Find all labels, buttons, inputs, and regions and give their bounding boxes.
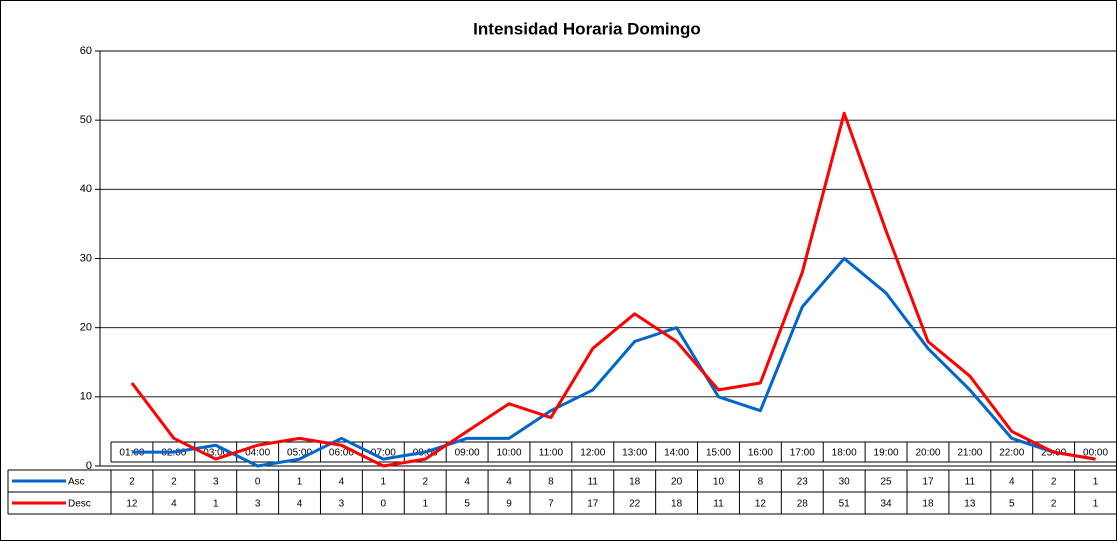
table-value: 18: [629, 477, 641, 488]
table-value: 4: [297, 499, 303, 510]
x-tick-label: 17:00: [790, 448, 815, 459]
table-value: 1: [1093, 499, 1099, 510]
x-tick-label: 04:00: [245, 448, 270, 459]
table-value: 18: [671, 499, 683, 510]
table-value: 12: [755, 499, 767, 510]
table-value: 1: [381, 477, 387, 488]
legend-label: Desc: [68, 499, 91, 510]
table-value: 20: [671, 477, 683, 488]
x-tick-label: 05:00: [287, 448, 312, 459]
y-tick-label: 0: [86, 460, 92, 472]
x-tick-label: 18:00: [832, 448, 857, 459]
y-tick-label: 50: [80, 114, 92, 126]
x-tick-label: 22:00: [999, 448, 1024, 459]
table-value: 1: [1093, 477, 1099, 488]
x-tick-label: 12:00: [580, 448, 605, 459]
table-value: 30: [839, 477, 851, 488]
table-value: 0: [255, 477, 261, 488]
table-value: 9: [506, 499, 512, 510]
x-tick-label: 00:00: [1083, 448, 1108, 459]
y-tick-label: 30: [80, 252, 92, 264]
table-value: 4: [464, 477, 470, 488]
table-value: 4: [339, 477, 345, 488]
table-value: 11: [965, 477, 976, 488]
table-value: 28: [797, 499, 809, 510]
x-tick-label: 21:00: [957, 448, 982, 459]
table-value: 17: [587, 499, 599, 510]
x-tick-label: 13:00: [622, 448, 647, 459]
table-value: 2: [1051, 477, 1057, 488]
table-value: 7: [548, 499, 554, 510]
table-value: 3: [213, 477, 219, 488]
table-value: 1: [213, 499, 219, 510]
chart-title: Intensidad Horaria Domingo: [473, 19, 701, 38]
table-value: 4: [506, 477, 512, 488]
table-value: 18: [922, 499, 934, 510]
table-value: 22: [629, 499, 641, 510]
table-value: 5: [1009, 499, 1015, 510]
x-tick-label: 11:00: [539, 448, 564, 459]
table-value: 13: [964, 499, 976, 510]
table-value: 5: [464, 499, 470, 510]
x-tick-label: 07:00: [371, 448, 396, 459]
x-tick-label: 15:00: [706, 448, 731, 459]
table-value: 8: [758, 477, 764, 488]
x-tick-label: 03:00: [203, 448, 228, 459]
x-tick-label: 19:00: [874, 448, 899, 459]
table-value: 1: [422, 499, 428, 510]
table-value: 34: [881, 499, 893, 510]
table-value: 11: [588, 477, 599, 488]
y-tick-label: 10: [80, 391, 92, 403]
table-value: 0: [381, 499, 387, 510]
y-tick-label: 40: [80, 183, 92, 195]
table-value: 1: [297, 477, 303, 488]
table-value: 10: [713, 477, 725, 488]
table-value: 2: [129, 477, 135, 488]
table-value: 3: [255, 499, 261, 510]
x-tick-label: 06:00: [329, 448, 354, 459]
series-line: [130, 111, 1096, 468]
table-value: 2: [1051, 499, 1057, 510]
x-tick-label: 14:00: [664, 448, 689, 459]
y-tick-label: 20: [80, 322, 92, 334]
table-value: 2: [171, 477, 177, 488]
table-value: 23: [797, 477, 809, 488]
y-tick-label: 60: [80, 45, 92, 57]
legend-label: Asc: [68, 477, 85, 488]
x-tick-label: 20:00: [915, 448, 940, 459]
table-value: 8: [548, 477, 554, 488]
series-line: [131, 257, 1096, 468]
table-value: 3: [339, 499, 345, 510]
table-value: 17: [922, 477, 934, 488]
x-tick-label: 10:00: [496, 448, 521, 459]
x-tick-label: 16:00: [748, 448, 773, 459]
x-tick-label: 09:00: [455, 448, 480, 459]
table-value: 12: [126, 499, 138, 510]
table-value: 11: [713, 499, 724, 510]
table-value: 51: [839, 499, 851, 510]
table-value: 2: [422, 477, 428, 488]
table-value: 4: [1009, 477, 1015, 488]
table-value: 4: [171, 499, 177, 510]
table-value: 25: [881, 477, 893, 488]
